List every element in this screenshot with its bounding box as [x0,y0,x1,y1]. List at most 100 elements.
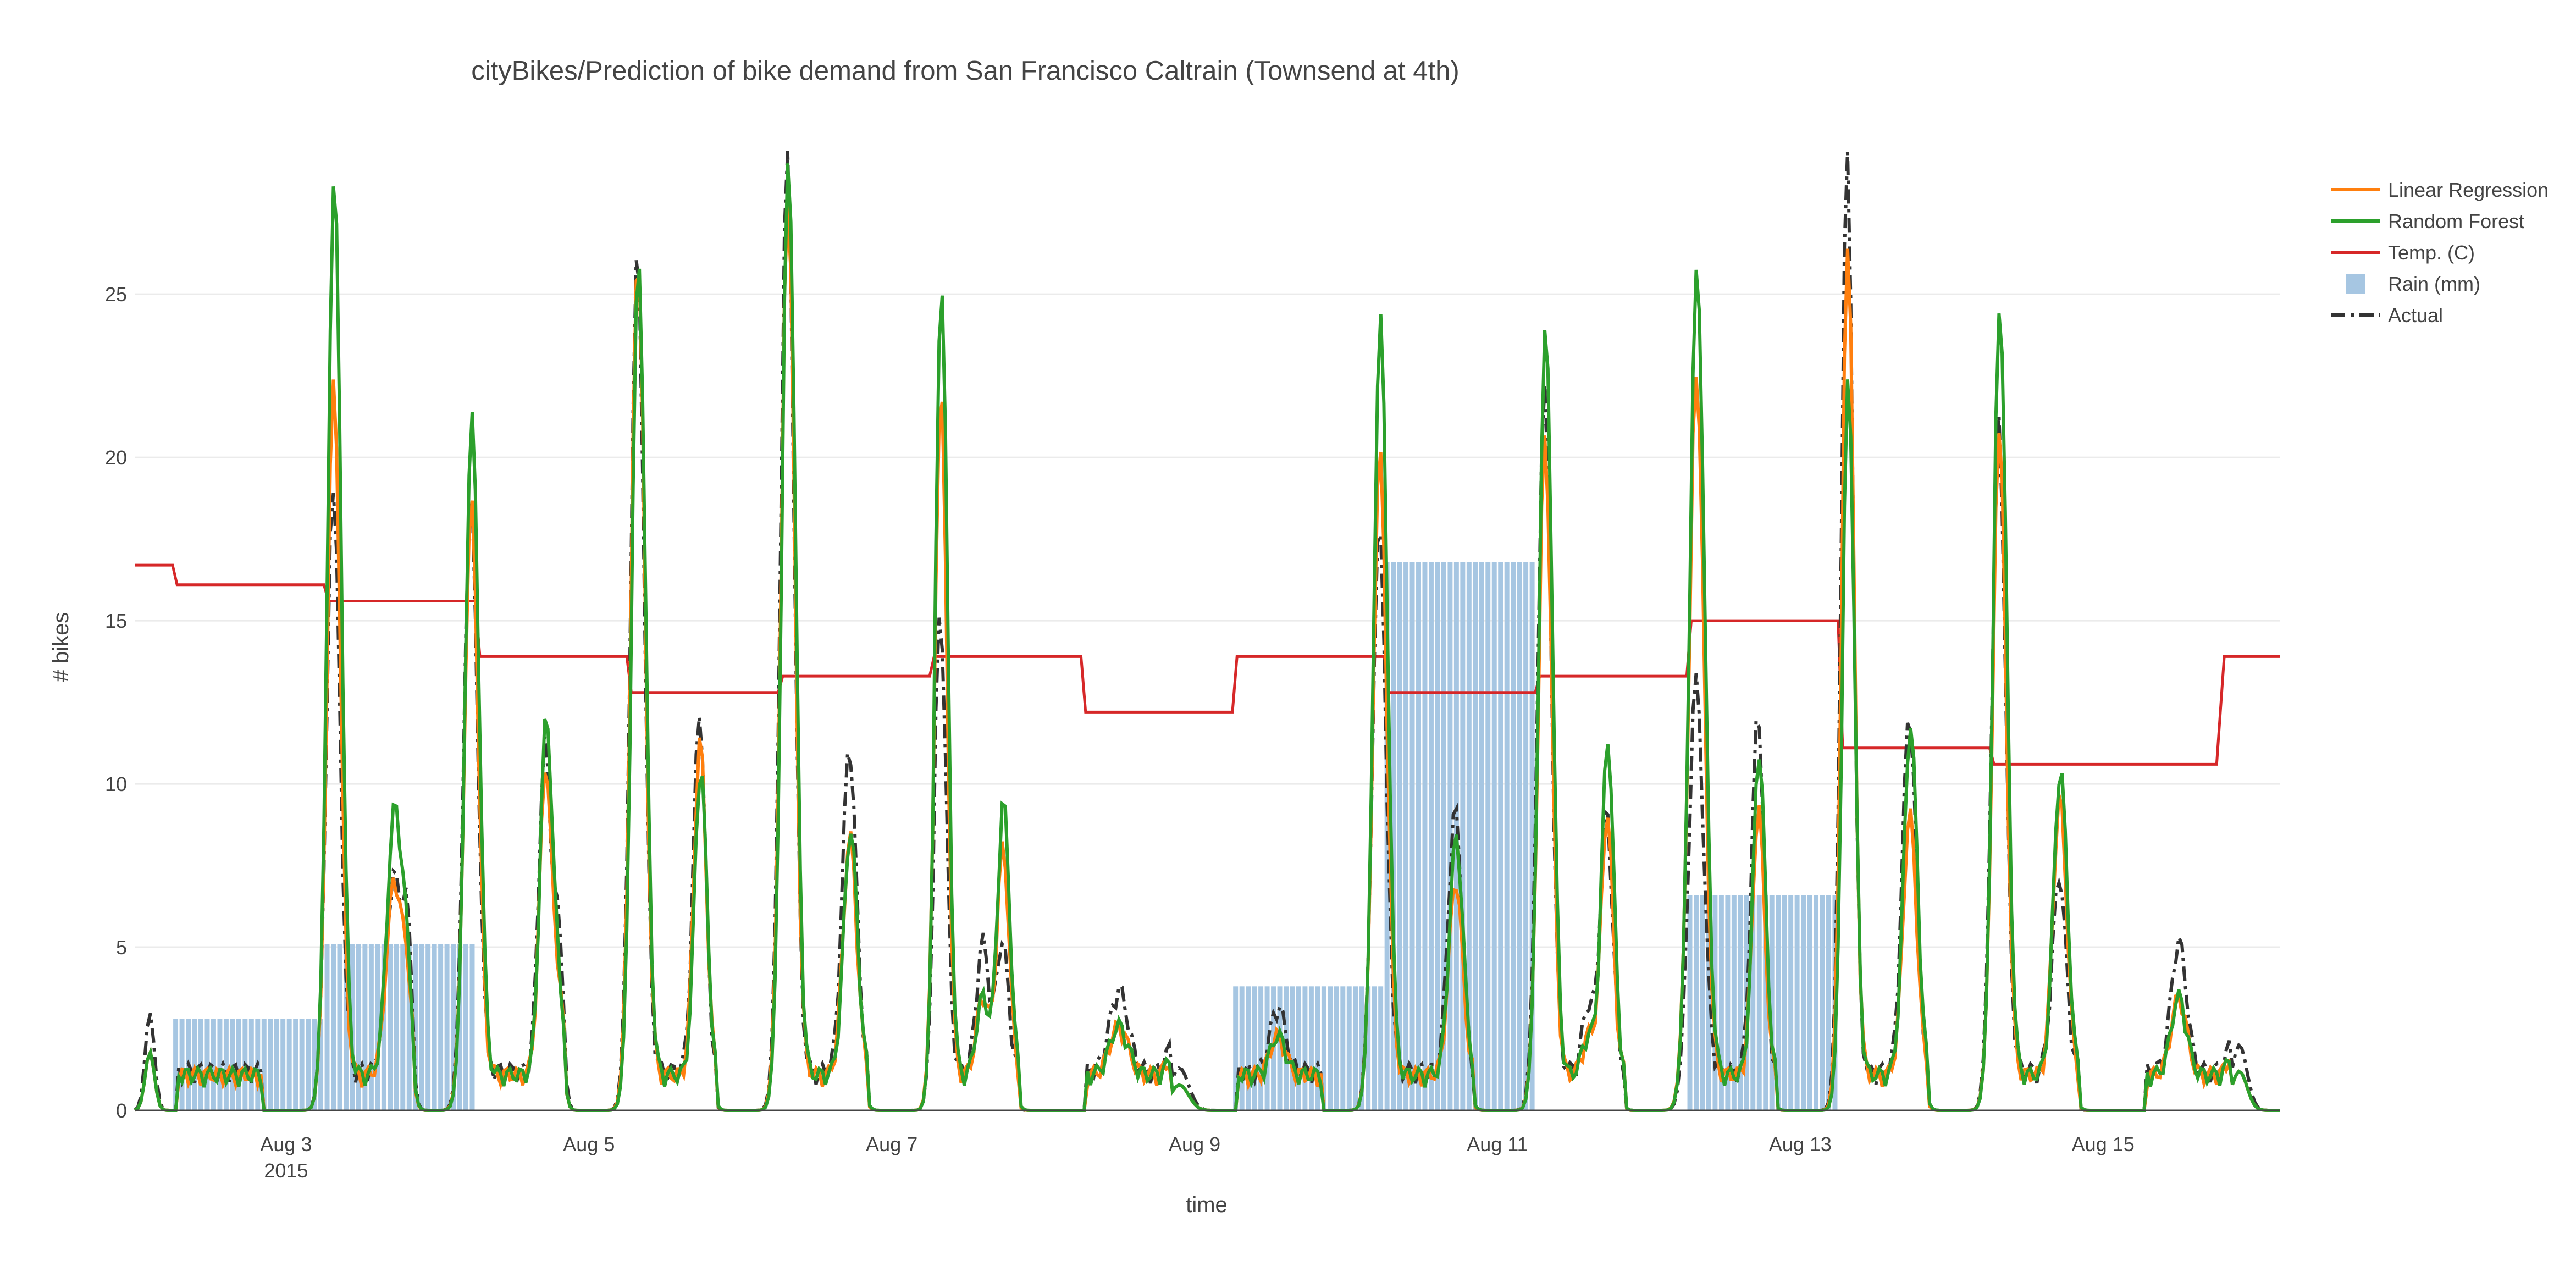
rain-bar [1334,986,1339,1110]
rain-bar [1479,562,1484,1110]
legend[interactable]: Linear Regression Random Forest Temp. (C) R… [2331,179,2549,327]
rain-bar [1517,562,1522,1110]
rain-bar [274,1019,279,1110]
rain-bar [1308,986,1314,1110]
rain-bar [1491,562,1497,1110]
rain-bar [1435,562,1440,1110]
rain-bar [1700,895,1705,1110]
rain-bar [1378,986,1384,1110]
rain-bar [1422,562,1428,1110]
x-tick-label: Aug 9 [1169,1133,1220,1155]
rain-bar [1731,895,1737,1110]
rain-bar [406,944,412,1110]
rain-bar [343,944,349,1110]
rain-bar [1498,562,1503,1110]
rain-bar [1233,986,1239,1110]
rain-bar [1473,562,1478,1110]
rain-bar [1290,986,1295,1110]
rain-bar [463,944,469,1110]
rain-bar [236,1019,241,1110]
rain-bar [306,1019,311,1110]
rain-bar [1706,895,1711,1110]
rain-bar [1820,895,1825,1110]
rain-bar [1416,562,1421,1110]
rain-bars [173,562,1838,1110]
rain-bar [1397,562,1402,1110]
linear-regression-series [134,204,2280,1112]
rain-bar [223,1019,229,1110]
rain-bar [1687,895,1693,1110]
rain-bar [1782,895,1787,1110]
x-tick-sublabel: 2015 [264,1159,308,1182]
y-tick-label: 10 [105,773,127,795]
rain-bar [173,1019,179,1110]
rain-bar [1756,895,1762,1110]
rain-bar [388,944,393,1110]
rain-bar [1485,562,1491,1110]
rain-bar [1460,562,1466,1110]
rain-bar [1763,895,1768,1110]
rain-bar [1246,986,1251,1110]
legend-label-rain: Rain (mm) [2388,273,2480,295]
rain-bar [1807,895,1812,1110]
rain-bar [1523,562,1529,1110]
rain-bar [1788,895,1794,1110]
rain-bar [1346,986,1352,1110]
rain-bar [1694,895,1699,1110]
rain-bar [368,944,374,1110]
rain-bar [1794,895,1800,1110]
rain-bar [1441,562,1446,1110]
linear-regression-line [134,204,2280,1112]
x-tick-label: Aug 15 [2072,1133,2135,1155]
axes: 0 5 10 15 20 25 Aug 3 2015 Aug 5 Aug 7 Aug 9 Aug 11… [105,283,2280,1182]
rain-bar [419,944,424,1110]
rain-bar [280,1019,286,1110]
y-tick-label: 0 [116,1099,127,1122]
rain-bar [1769,895,1775,1110]
x-tick-label: Aug 13 [1769,1133,1832,1155]
rain-bar [356,944,361,1110]
rain-bar [1750,895,1756,1110]
rain-bar [1328,986,1333,1110]
y-axis-title: # bikes [49,612,73,682]
rain-bar [1529,562,1535,1110]
rain-bar [1391,562,1396,1110]
x-tick-label: Aug 11 [1467,1133,1528,1155]
rain-bar [1409,562,1415,1110]
rain-bar [1801,895,1806,1110]
rain-bar [268,1019,273,1110]
rain-bar [248,1019,254,1110]
rain-bar [299,1019,305,1110]
rain-bar [381,944,386,1110]
x-tick-label: Aug 3 [260,1133,312,1155]
temp-line [135,563,2280,766]
rain-bar [1315,986,1320,1110]
rain-bar [1252,986,1257,1110]
rain-bar [413,944,418,1110]
rain-bar [1321,986,1326,1110]
rain-bar [375,944,380,1110]
y-tick-label: 20 [105,446,127,469]
rain-bar [1264,986,1270,1110]
rain-bar [1511,562,1516,1110]
rain-bar [337,944,342,1110]
rain-bar [1340,986,1346,1110]
rain-bar [1826,895,1831,1110]
rain-bar [312,1019,317,1110]
rain-bar [331,944,336,1110]
rain-bar [318,1019,324,1110]
rain-bar [1359,986,1364,1110]
rain-bar [1258,986,1264,1110]
legend-label-random_forest: Random Forest [2388,210,2524,233]
rain-bar [469,944,475,1110]
y-tick-label: 15 [105,610,127,632]
legend-label-linear_regression: Linear Regression [2388,179,2549,201]
chart-title: cityBikes/Prediction of bike demand from… [471,56,1459,86]
rain-bar [1366,986,1371,1110]
rain-bar [1403,562,1409,1110]
rain-bar [1776,895,1781,1110]
rain-bar [230,1019,235,1110]
rain-bar [179,1019,185,1110]
